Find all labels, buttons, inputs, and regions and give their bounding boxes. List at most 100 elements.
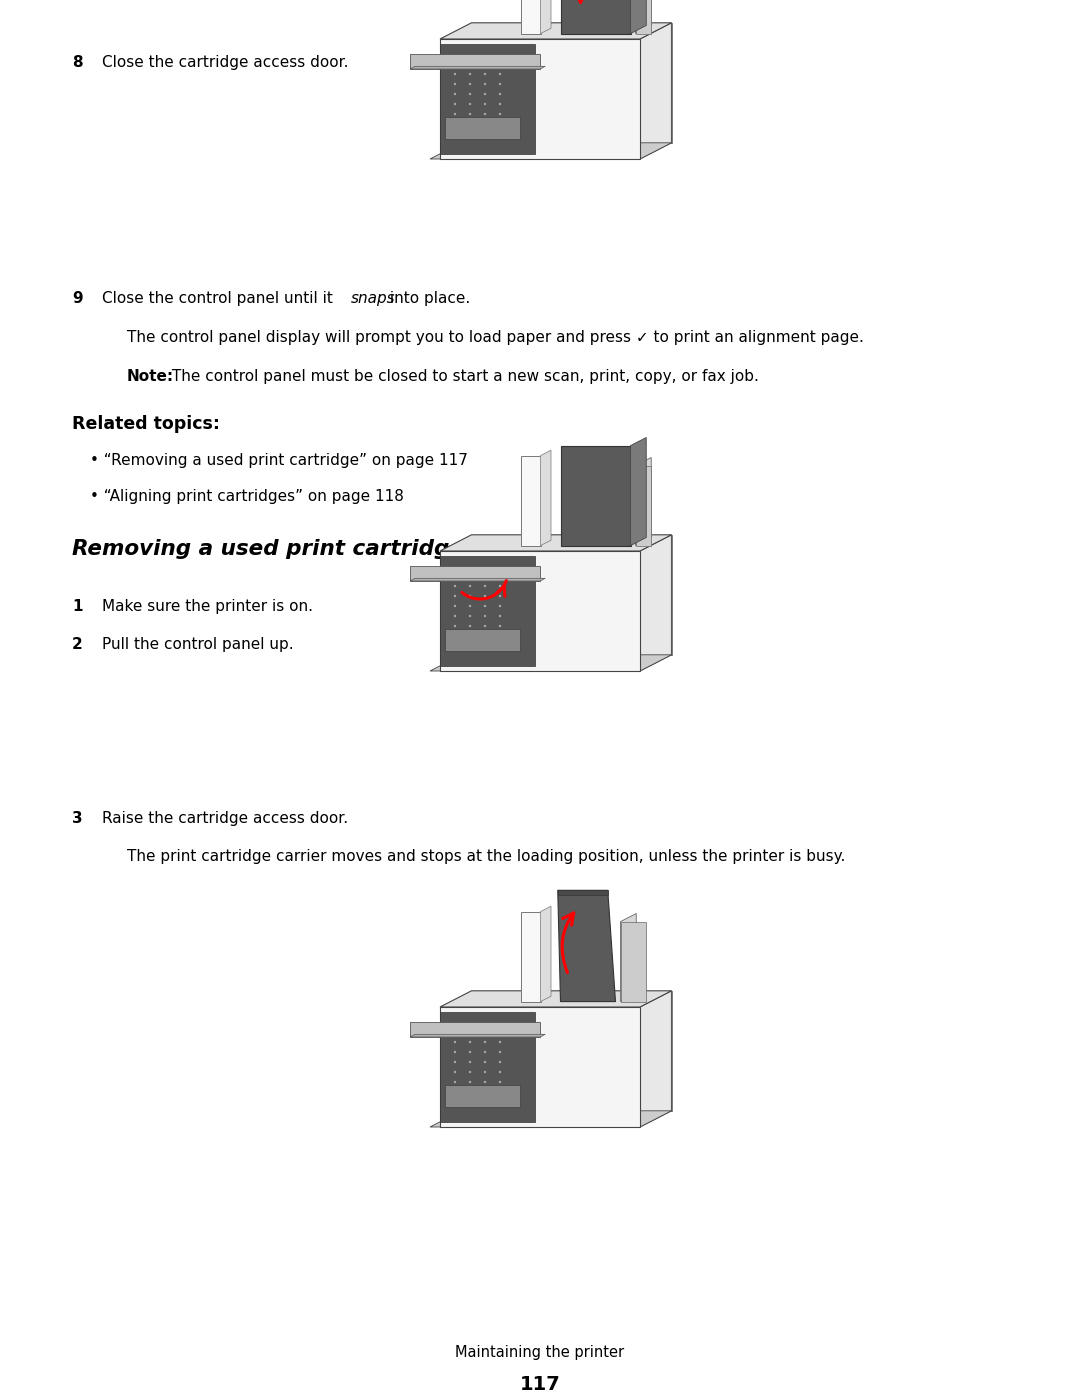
Text: • “Aligning print cartridges” on page 118: • “Aligning print cartridges” on page 11… <box>90 489 404 504</box>
Polygon shape <box>440 39 640 159</box>
Text: Note:: Note: <box>127 369 174 384</box>
Circle shape <box>499 605 501 608</box>
Circle shape <box>454 82 456 85</box>
Circle shape <box>469 1060 471 1063</box>
Text: 8: 8 <box>72 54 83 70</box>
Circle shape <box>454 624 456 627</box>
Polygon shape <box>640 22 672 159</box>
Text: Related topics:: Related topics: <box>72 415 220 433</box>
Circle shape <box>499 92 501 95</box>
Circle shape <box>499 73 501 75</box>
Polygon shape <box>440 556 535 666</box>
Circle shape <box>484 1081 486 1083</box>
Circle shape <box>454 73 456 75</box>
Polygon shape <box>410 578 545 581</box>
Circle shape <box>499 103 501 105</box>
Circle shape <box>454 103 456 105</box>
Polygon shape <box>430 655 672 671</box>
Polygon shape <box>472 535 672 655</box>
Text: snaps: snaps <box>351 291 395 306</box>
Circle shape <box>454 1070 456 1073</box>
Polygon shape <box>472 990 672 1111</box>
Circle shape <box>469 73 471 75</box>
Circle shape <box>499 82 501 85</box>
Circle shape <box>469 113 471 115</box>
Polygon shape <box>540 0 551 34</box>
Circle shape <box>454 92 456 95</box>
Polygon shape <box>410 66 545 68</box>
Polygon shape <box>430 1111 672 1127</box>
Text: The control panel display will prompt you to load paper and press ✓ to print an : The control panel display will prompt yo… <box>127 330 864 345</box>
Polygon shape <box>410 54 540 68</box>
Circle shape <box>499 1070 501 1073</box>
Polygon shape <box>472 22 672 142</box>
Circle shape <box>454 113 456 115</box>
Circle shape <box>469 103 471 105</box>
Polygon shape <box>540 907 551 1002</box>
Polygon shape <box>445 1085 519 1106</box>
Polygon shape <box>561 446 631 546</box>
Polygon shape <box>621 914 636 1002</box>
Polygon shape <box>440 43 535 154</box>
Circle shape <box>499 1041 501 1044</box>
Polygon shape <box>635 0 650 34</box>
Circle shape <box>469 595 471 597</box>
Circle shape <box>454 605 456 608</box>
Polygon shape <box>445 629 519 651</box>
Text: into place.: into place. <box>386 291 471 306</box>
Polygon shape <box>640 990 672 1127</box>
Circle shape <box>469 1051 471 1053</box>
Circle shape <box>484 103 486 105</box>
Circle shape <box>484 595 486 597</box>
Circle shape <box>454 1081 456 1083</box>
Text: Close the control panel until it: Close the control panel until it <box>102 291 338 306</box>
Polygon shape <box>410 1023 540 1037</box>
Circle shape <box>484 624 486 627</box>
Circle shape <box>454 595 456 597</box>
Text: • “Removing a used print cartridge” on page 117: • “Removing a used print cartridge” on p… <box>90 453 468 468</box>
Text: Raise the cartridge access door.: Raise the cartridge access door. <box>102 812 348 826</box>
Polygon shape <box>640 535 672 671</box>
Polygon shape <box>631 0 646 34</box>
Polygon shape <box>521 455 540 546</box>
Polygon shape <box>410 1034 545 1037</box>
Polygon shape <box>430 142 672 159</box>
Polygon shape <box>521 0 540 34</box>
Text: 117: 117 <box>519 1375 561 1394</box>
Circle shape <box>484 605 486 608</box>
Polygon shape <box>521 912 540 1002</box>
Polygon shape <box>440 1007 640 1127</box>
Circle shape <box>469 624 471 627</box>
Circle shape <box>454 615 456 617</box>
Circle shape <box>454 585 456 587</box>
Text: The control panel must be closed to start a new scan, print, copy, or fax job.: The control panel must be closed to star… <box>166 369 758 384</box>
Text: 3: 3 <box>72 812 83 826</box>
Circle shape <box>499 585 501 587</box>
Circle shape <box>484 113 486 115</box>
Circle shape <box>484 92 486 95</box>
Circle shape <box>469 92 471 95</box>
Polygon shape <box>445 117 519 138</box>
Circle shape <box>499 113 501 115</box>
Circle shape <box>499 1060 501 1063</box>
Circle shape <box>484 1070 486 1073</box>
Circle shape <box>469 605 471 608</box>
Circle shape <box>499 1081 501 1083</box>
Polygon shape <box>635 0 651 34</box>
Circle shape <box>469 1070 471 1073</box>
Text: Make sure the printer is on.: Make sure the printer is on. <box>102 599 313 615</box>
Polygon shape <box>440 22 672 39</box>
Text: Maintaining the printer: Maintaining the printer <box>456 1345 624 1361</box>
Circle shape <box>499 1051 501 1053</box>
Circle shape <box>499 624 501 627</box>
Circle shape <box>484 1060 486 1063</box>
Circle shape <box>484 585 486 587</box>
Polygon shape <box>561 0 631 34</box>
Circle shape <box>469 615 471 617</box>
Polygon shape <box>440 990 672 1007</box>
Circle shape <box>469 82 471 85</box>
Circle shape <box>469 585 471 587</box>
Polygon shape <box>635 465 650 546</box>
Circle shape <box>454 1051 456 1053</box>
Circle shape <box>469 1081 471 1083</box>
